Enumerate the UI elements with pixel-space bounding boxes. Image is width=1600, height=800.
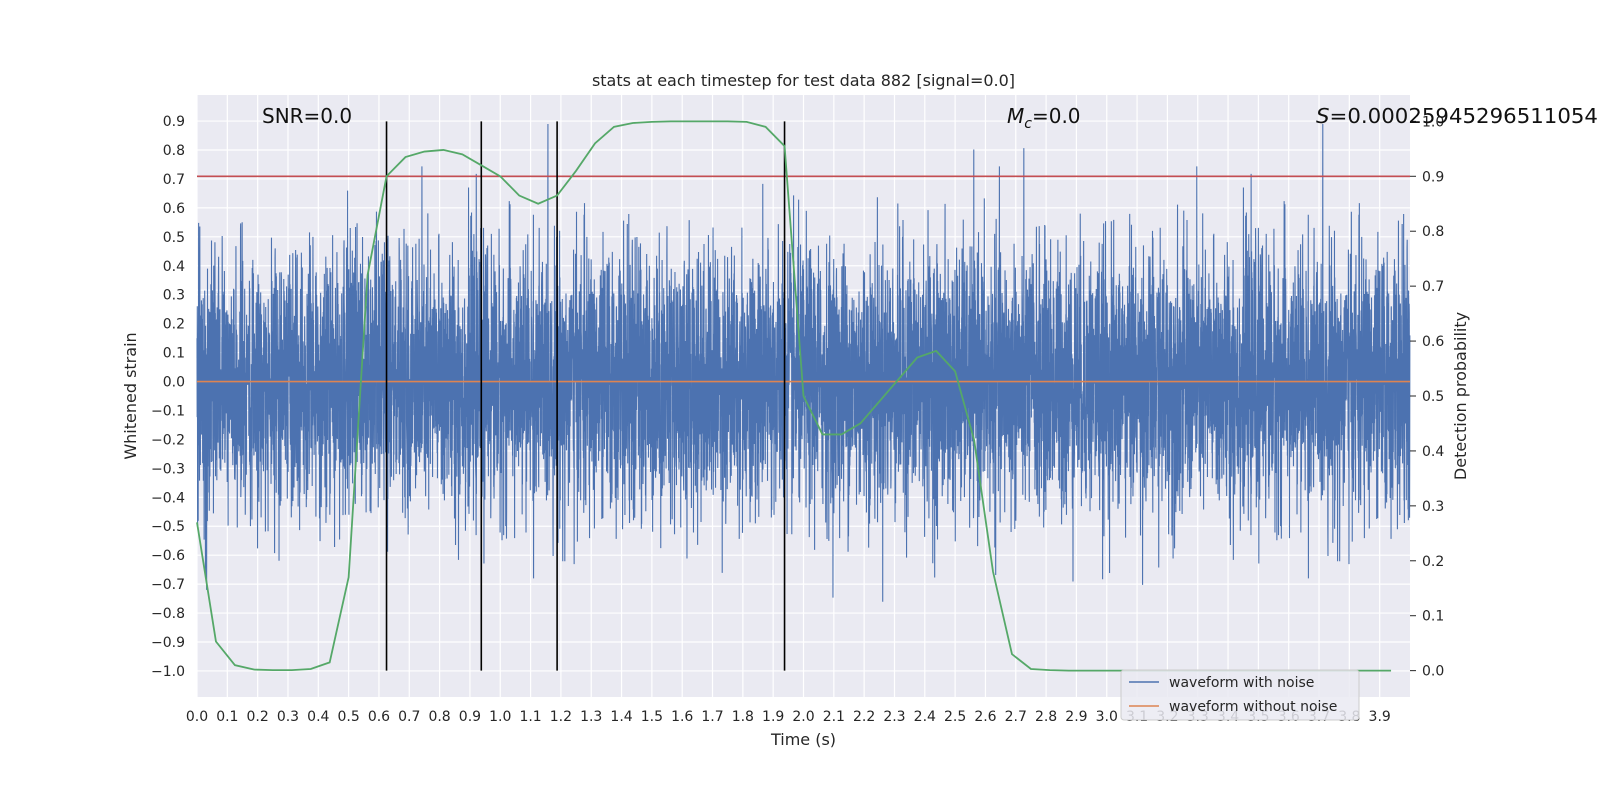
x-axis-label: Time (s) (770, 730, 836, 749)
x-tick-label: 1.6 (671, 709, 693, 725)
y2-tick-label: 0.9 (1422, 169, 1444, 185)
y-tick-label: −1.0 (151, 664, 185, 680)
s-symbol: S (1316, 104, 1330, 128)
x-tick-label: 1.4 (610, 709, 632, 725)
x-tick-label: 2.2 (853, 709, 875, 725)
legend-label-noise: waveform with noise (1169, 675, 1314, 691)
y2-tick-label: 0.8 (1422, 224, 1444, 240)
x-tick-label: 0.4 (307, 709, 329, 725)
x-tick-label: 0.2 (247, 709, 269, 725)
y-tick-label: 0.8 (163, 143, 185, 159)
y-tick-label: −0.2 (151, 432, 185, 448)
y-tick-label: −0.5 (151, 519, 185, 535)
legend: waveform with noise waveform without noi… (1120, 669, 1360, 721)
y-tick-label: −0.6 (151, 548, 185, 564)
x-tick-label: 3.0 (1096, 709, 1118, 725)
y2-tick-label: 0.2 (1422, 554, 1444, 570)
y-tick-label: 0.5 (163, 230, 185, 246)
x-tick-label: 3.9 (1369, 709, 1391, 725)
y-axis-label: Whitened strain (121, 332, 140, 459)
x-tick-label: 1.7 (701, 709, 723, 725)
x-tick-label: 0.9 (459, 709, 481, 725)
y-tick-label: 0.6 (163, 201, 185, 217)
y2-tick-label: 0.5 (1422, 389, 1444, 405)
waveform-with-noise-series (196, 123, 1411, 602)
x-tick-label: 0.5 (337, 709, 359, 725)
chart-title: stats at each timestep for test data 882… (592, 71, 1015, 90)
snr-annotation: SNR=0.0 (262, 104, 352, 128)
y-tick-label: 0.4 (163, 259, 185, 275)
y-tick-label: 0.9 (163, 114, 185, 130)
y2-tick-label: 1.0 (1422, 114, 1444, 130)
waveform-with-noise-line (196, 123, 1411, 602)
legend-label-clean: waveform without noise (1169, 699, 1337, 715)
mc-annotation: Mc=0.0 (1007, 104, 1081, 132)
y2-tick-label: 0.0 (1422, 664, 1444, 680)
x-tick-label: 1.8 (732, 709, 754, 725)
y2-tick-label: 0.7 (1422, 279, 1444, 295)
y-tick-label: −0.3 (151, 461, 185, 477)
x-tick-label: 2.4 (914, 709, 936, 725)
mc-value: =0.0 (1032, 104, 1081, 128)
y-tick-label: 0.1 (163, 346, 185, 362)
y2-tick-label: 0.3 (1422, 499, 1444, 515)
x-tick-label: 0.0 (186, 709, 208, 725)
y-tick-label: −0.4 (151, 490, 185, 506)
x-tick-label: 1.9 (762, 709, 784, 725)
x-tick-label: 2.9 (1065, 709, 1087, 725)
x-tick-label: 1.2 (550, 709, 572, 725)
y-tick-label: 0.2 (163, 317, 185, 333)
x-tick-label: 1.5 (641, 709, 663, 725)
x-tick-label: 2.8 (1035, 709, 1057, 725)
x-tick-label: 0.3 (277, 709, 299, 725)
y-tick-label: 0.3 (163, 288, 185, 304)
y-tick-label: 0.7 (163, 172, 185, 188)
y2-axis-ticks: 1.0 0.9 0.8 0.7 0.6 0.5 0.4 0.3 0.2 0.1 0.0 (1410, 114, 1444, 680)
mc-subscript: c (1024, 116, 1032, 132)
x-tick-label: 0.6 (368, 709, 390, 725)
y2-tick-label: 0.6 (1422, 334, 1444, 350)
y-tick-label: −0.9 (151, 635, 185, 651)
x-tick-label: 2.6 (974, 709, 996, 725)
x-tick-label: 2.3 (883, 709, 905, 725)
s-annotation: S=0.00025945296511054 (1316, 104, 1598, 128)
y2-axis-label: Detection probability (1451, 312, 1470, 480)
x-tick-label: 1.3 (580, 709, 602, 725)
y-tick-label: −0.1 (151, 403, 185, 419)
y-tick-label: −0.7 (151, 577, 185, 593)
x-tick-label: 2.1 (823, 709, 845, 725)
y-axis-ticks: 0.9 0.8 0.7 0.6 0.5 0.4 0.3 0.2 0.1 0.0 −0.1 −0.2 −0… (151, 114, 185, 680)
y-tick-label: −0.8 (151, 606, 185, 622)
y-tick-label: 0.0 (163, 375, 185, 391)
y2-tick-label: 0.1 (1422, 609, 1444, 625)
legend-box (1120, 669, 1360, 721)
x-tick-label: 1.0 (489, 709, 511, 725)
y2-tick-label: 0.4 (1422, 444, 1444, 460)
x-tick-label: 0.1 (216, 709, 238, 725)
x-tick-label: 0.8 (428, 709, 450, 725)
s-value: =0.00025945296511054 (1330, 104, 1598, 128)
mc-symbol: M (1007, 104, 1024, 128)
x-tick-label: 1.1 (519, 709, 541, 725)
x-tick-label: 2.0 (792, 709, 814, 725)
x-tick-label: 2.7 (1005, 709, 1027, 725)
x-tick-label: 0.7 (398, 709, 420, 725)
x-tick-label: 2.5 (944, 709, 966, 725)
